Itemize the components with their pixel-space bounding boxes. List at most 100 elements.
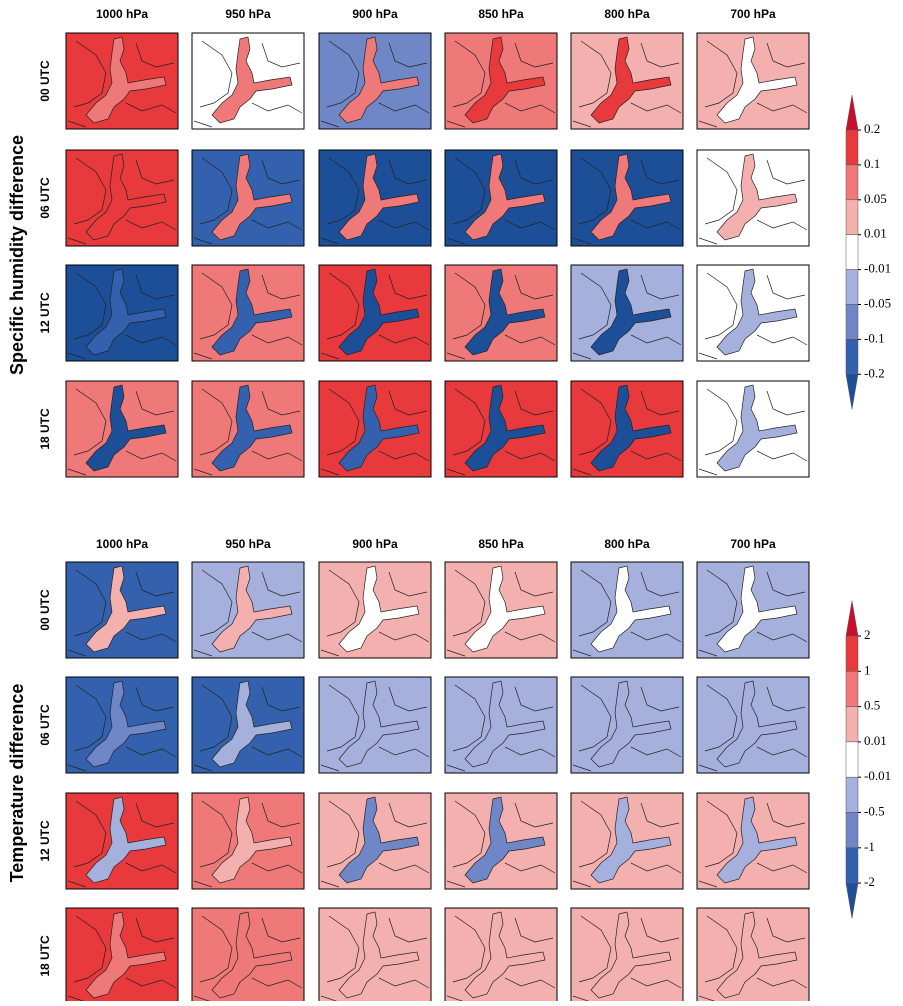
coastline xyxy=(338,384,420,472)
row-label: 18 UTC xyxy=(38,408,52,450)
coastline xyxy=(590,268,672,356)
sea-field xyxy=(86,37,166,123)
coastline xyxy=(320,388,430,476)
sea-field xyxy=(465,385,545,471)
coastline xyxy=(698,684,808,772)
coastline xyxy=(590,796,672,884)
sea-field xyxy=(212,269,292,355)
column-header: 950 hPa xyxy=(225,537,271,551)
colorbar-cap xyxy=(845,600,859,637)
colorbar-label: -1 xyxy=(864,839,875,854)
sea-field xyxy=(212,912,292,998)
group-title: Specific humidity difference xyxy=(7,135,27,375)
coastline xyxy=(464,36,546,124)
sea-field xyxy=(86,566,166,652)
sea-field xyxy=(339,912,419,998)
colorbar-label: 2 xyxy=(864,627,871,642)
coastline xyxy=(320,40,430,128)
panel-frame xyxy=(65,149,179,247)
coastline xyxy=(572,157,682,245)
sea-field xyxy=(717,797,797,883)
panel-frame xyxy=(696,561,810,659)
panel-frame xyxy=(444,264,558,362)
colorbar-cap xyxy=(845,882,859,919)
coastline xyxy=(67,800,177,888)
coastline xyxy=(320,569,430,657)
coastline xyxy=(464,565,546,653)
coastline xyxy=(338,153,420,241)
coastline xyxy=(698,915,808,1003)
column-header: 700 hPa xyxy=(730,7,776,21)
colorbar-box xyxy=(845,741,859,778)
map-panel xyxy=(65,264,179,362)
sea-field xyxy=(591,566,671,652)
coastline xyxy=(590,384,672,472)
group-title: Temperature difference xyxy=(7,684,27,883)
panel-frame xyxy=(65,32,179,130)
coastline xyxy=(193,915,303,1003)
map-panel xyxy=(191,561,305,659)
sea-field xyxy=(339,566,419,652)
map-panel xyxy=(696,264,810,362)
coastline xyxy=(716,384,798,472)
row-label: 18 UTC xyxy=(38,935,52,977)
sea-field xyxy=(212,385,292,471)
coastline xyxy=(464,796,546,884)
coastline xyxy=(193,800,303,888)
map-panel xyxy=(318,907,432,1005)
column-header: 900 hPa xyxy=(352,537,398,551)
coastline xyxy=(446,800,556,888)
column-header: 950 hPa xyxy=(225,7,271,21)
colorbar-label: -0.01 xyxy=(864,261,891,276)
sea-field xyxy=(465,37,545,123)
coastline xyxy=(698,272,808,360)
row-label: 12 UTC xyxy=(38,292,52,334)
colorbar-box xyxy=(845,812,859,849)
coastline xyxy=(446,40,556,128)
coastline xyxy=(338,680,420,768)
map-panel xyxy=(570,380,684,478)
sea-field xyxy=(86,154,166,240)
panel-frame xyxy=(570,149,684,247)
coastline xyxy=(446,569,556,657)
map-panel xyxy=(444,676,558,774)
coastline xyxy=(338,565,420,653)
panel-frame xyxy=(65,264,179,362)
coastline xyxy=(464,911,546,999)
coastline xyxy=(85,565,167,653)
panel-frame xyxy=(191,792,305,890)
coastline xyxy=(211,796,293,884)
row-label: 12 UTC xyxy=(38,820,52,862)
coastline xyxy=(698,388,808,476)
panel-frame xyxy=(191,32,305,130)
panel-frame xyxy=(570,380,684,478)
column-header: 1000 hPa xyxy=(96,7,148,21)
panel-frame xyxy=(65,792,179,890)
map-panel xyxy=(696,32,810,130)
coastline xyxy=(320,684,430,772)
coastline xyxy=(85,36,167,124)
coastline xyxy=(193,388,303,476)
colorbar-box xyxy=(845,339,859,375)
colorbar-label: 0.2 xyxy=(864,121,880,136)
coastline xyxy=(572,569,682,657)
coastline xyxy=(320,272,430,360)
colorbar-box xyxy=(845,706,859,743)
coastline xyxy=(572,800,682,888)
column-header: 850 hPa xyxy=(478,7,524,21)
colorbar-box xyxy=(845,234,859,270)
coastline xyxy=(211,268,293,356)
panel-frame xyxy=(191,149,305,247)
coastline xyxy=(211,36,293,124)
map-panel xyxy=(318,32,432,130)
sea-field xyxy=(591,269,671,355)
map-panel xyxy=(191,676,305,774)
map-panel xyxy=(191,792,305,890)
coastline xyxy=(446,684,556,772)
coastline xyxy=(320,915,430,1003)
coastline xyxy=(67,569,177,657)
panel-frame xyxy=(318,32,432,130)
coastline xyxy=(67,388,177,476)
coastline xyxy=(716,36,798,124)
coastline xyxy=(590,36,672,124)
